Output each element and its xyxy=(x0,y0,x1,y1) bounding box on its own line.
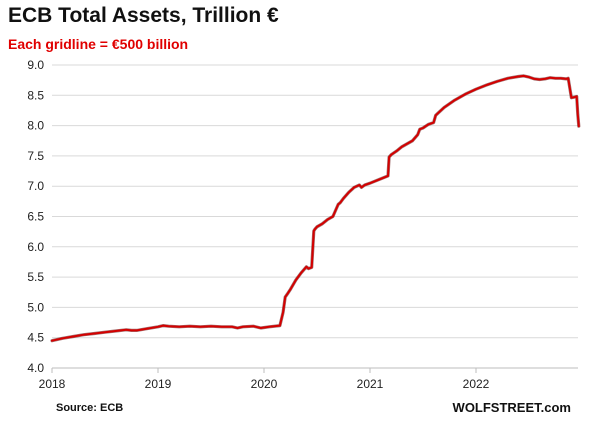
x-tick-label: 2022 xyxy=(463,377,490,391)
y-tick-label: 5.0 xyxy=(27,300,44,314)
x-tick-label: 2018 xyxy=(39,377,66,391)
chart-subtitle: Each gridline = €500 billion xyxy=(8,36,189,52)
brand-label: WOLFSTREET.com xyxy=(452,400,571,415)
y-tick-label: 9.0 xyxy=(27,58,44,72)
x-tick-label: 2021 xyxy=(357,377,384,391)
x-tick-label: 2020 xyxy=(251,377,278,391)
chart-title: ECB Total Assets, Trillion € xyxy=(8,4,279,27)
source-note: Source: ECB xyxy=(56,402,124,414)
y-tick-label: 4.5 xyxy=(27,331,44,345)
series-layer xyxy=(50,74,581,343)
y-tick-label: 8.0 xyxy=(27,119,44,133)
y-tick-label: 6.5 xyxy=(27,210,44,224)
gridlines xyxy=(52,64,578,339)
series-line xyxy=(51,74,580,342)
series-line-shadow xyxy=(50,74,581,343)
y-tick-label: 6.0 xyxy=(27,240,44,254)
y-tick-label: 4.0 xyxy=(27,361,44,375)
y-tick-label: 7.0 xyxy=(27,179,44,193)
y-tick-label: 5.5 xyxy=(27,270,44,284)
x-tick-label: 2019 xyxy=(145,377,172,391)
y-tick-label: 8.5 xyxy=(27,88,44,102)
axes: 4.0 4.5 5.0 5.5 6.0 6.5 7.0 7.5 8.0 8.5 9.0 2018 201… xyxy=(27,58,578,391)
y-tick-label: 7.5 xyxy=(27,149,44,163)
